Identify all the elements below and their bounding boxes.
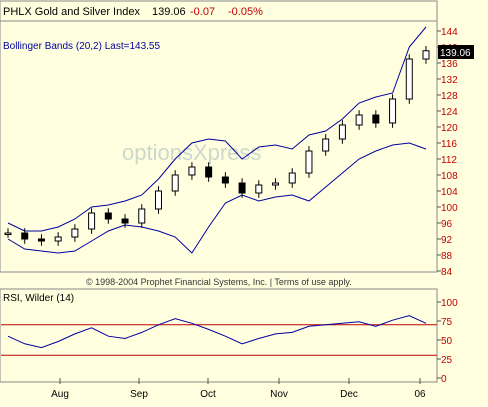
price-candle [405, 58, 413, 100]
price-candle [54, 236, 62, 242]
x-tick-label: Sep [130, 389, 148, 400]
copyright-text: © 1998-2004 Prophet Financial Systems, I… [86, 277, 352, 287]
x-tick-label: Oct [200, 389, 216, 400]
price-candle [188, 166, 196, 176]
last-price: 139.06 [152, 6, 186, 18]
rsi-line [7, 315, 427, 349]
price-candle [322, 138, 330, 152]
price-candle [121, 218, 129, 224]
bollinger-legend: Bollinger Bands (20,2) Last=143.55 [3, 41, 160, 52]
price-candle [272, 182, 280, 186]
price-y-tick-label: 92 [441, 235, 453, 246]
rsi-y-tick-label: 100 [441, 298, 458, 309]
price-candle [71, 228, 79, 238]
price-candle [372, 114, 380, 124]
rsi-reference-lines [1, 324, 437, 356]
rsi-series [7, 315, 427, 349]
price-candle [154, 190, 162, 210]
price-y-tick-label: 144 [441, 27, 458, 38]
price-y-tick-label: 124 [441, 107, 458, 118]
price-y-tick-label: 84 [441, 267, 453, 278]
rsi-y-axis: 0 25 50 75 100 [437, 298, 458, 385]
price-y-tick-label: 104 [441, 187, 458, 198]
price-candle [88, 212, 96, 230]
rsi-y-tick-label: 0 [441, 374, 447, 385]
rsi-panel [0, 288, 438, 383]
price-panel [0, 0, 438, 273]
bollinger-bands [7, 26, 427, 254]
rsi-y-tick-label: 25 [441, 355, 453, 366]
rsi-label: RSI, Wilder (14) [3, 293, 74, 304]
x-axis: Aug Sep Oct Nov Dec 06 [51, 378, 426, 400]
price-candle [288, 172, 296, 184]
price-candle [104, 212, 112, 220]
price-y-tick-label: 132 [441, 75, 458, 86]
price-candle [338, 124, 346, 140]
price-candle [205, 166, 213, 178]
price-y-tick-label: 116 [441, 139, 457, 150]
price-y-tick-label: 136 [441, 59, 458, 70]
x-tick-label: 06 [414, 389, 426, 400]
rsi-y-tick-label: 50 [441, 336, 453, 347]
price-candle [21, 232, 29, 240]
current-price-label: 139.06 [440, 48, 471, 59]
price-y-tick-label: 108 [441, 171, 458, 182]
watermark: optionsXpress [122, 140, 261, 165]
price-y-tick-label: 100 [441, 203, 458, 214]
price-candle [305, 150, 313, 174]
price-candle [422, 50, 430, 60]
index-name: PHLX Gold and Silver Index [3, 6, 140, 18]
price-candle [171, 174, 179, 192]
header-bar [0, 0, 438, 22]
x-tick-label: Aug [51, 389, 69, 400]
bollinger-upper-line [7, 26, 427, 232]
price-candles [4, 45, 430, 246]
price-candle [389, 98, 397, 124]
price-y-tick-label: 112 [441, 155, 457, 166]
price-y-tick-label: 96 [441, 219, 453, 230]
price-change-pct: -0.05% [228, 6, 263, 18]
rsi-y-tick-label: 75 [441, 317, 453, 328]
price-y-tick-label: 88 [441, 251, 453, 262]
price-candle [221, 176, 229, 184]
price-y-tick-label: 128 [441, 91, 458, 102]
current-price-box [438, 45, 474, 59]
price-candle [355, 114, 363, 126]
price-candle [138, 208, 146, 224]
price-y-tick-label: 120 [441, 123, 458, 134]
price-candle [255, 184, 263, 194]
price-candle [4, 232, 12, 235]
price-change: -0.07 [190, 6, 215, 18]
x-tick-label: Nov [270, 389, 288, 400]
x-tick-label: Dec [340, 389, 358, 400]
bollinger-lower-line [7, 142, 427, 254]
price-candle [238, 182, 246, 194]
price-candle [37, 238, 45, 242]
